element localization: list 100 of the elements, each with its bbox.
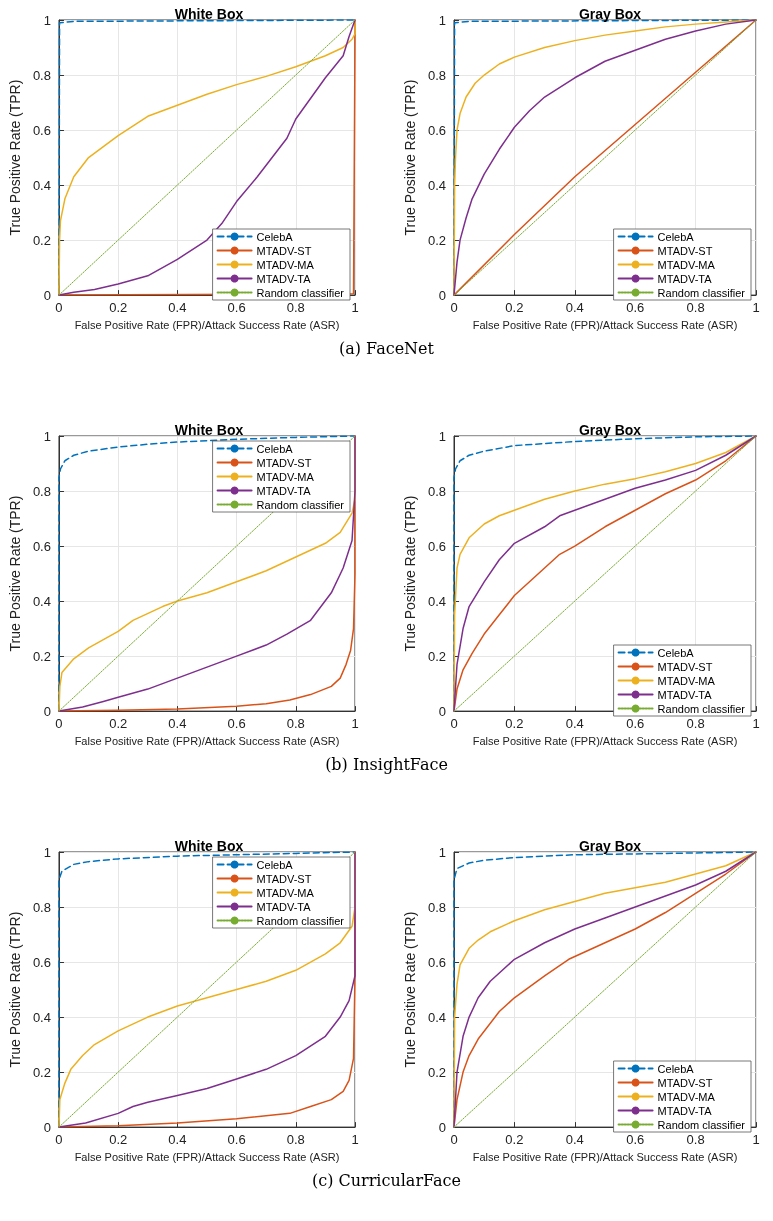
text: (b) InsightFace <box>324 755 449 774</box>
y-tick-label: 0.6 <box>427 954 446 970</box>
x-tick-label: 0.2 <box>505 716 524 732</box>
x-tick-label: 0.8 <box>686 716 705 732</box>
x-tick-label: 0.6 <box>626 1132 645 1148</box>
y-tick-label: 0.4 <box>32 1009 51 1025</box>
x-axis-title: False Positive Rate (FPR)/Attack Success Rate (ASR) <box>74 318 340 331</box>
x-tick-label: 0 <box>450 1132 458 1148</box>
y-tick-label: 0 <box>43 1119 51 1135</box>
x-axis-title: False Positive Rate (FPR)/Attack Success Rate (ASR) <box>472 1150 738 1163</box>
x-tick-label: 1 <box>752 1132 760 1148</box>
y-axis-title: True Positive Rate (TPR) <box>402 79 419 236</box>
x-tick-label: 0.4 <box>168 716 187 732</box>
x-tick-label: 0 <box>450 716 458 732</box>
y-tick-label: 0.8 <box>427 67 446 83</box>
y-tick-label: 0.8 <box>32 483 51 499</box>
legend-label: Random classifier <box>657 286 746 299</box>
x-tick-label: 0.4 <box>168 1132 187 1148</box>
legend-label: MTADV-MA <box>657 258 716 271</box>
legend-label: MTADV-ST <box>657 660 713 673</box>
x-tick-label: 0 <box>450 300 458 316</box>
chart-title: Gray Box <box>578 422 642 438</box>
y-tick-label: 0.2 <box>427 232 446 248</box>
y-axis-title: True Positive Rate (TPR) <box>7 911 23 1068</box>
legend-label: MTADV-ST <box>657 244 713 257</box>
legend-label: Random classifier <box>256 286 345 299</box>
y-tick-label: 1 <box>43 844 51 860</box>
y-tick-label: 0.8 <box>427 899 446 915</box>
legend-label: CelebA <box>657 230 695 243</box>
x-tick-label: 0.2 <box>109 716 128 732</box>
y-tick-label: 0.2 <box>32 232 51 248</box>
y-tick-label: 1 <box>438 428 446 444</box>
x-tick-label: 0 <box>55 1132 63 1148</box>
x-tick-label: 0.6 <box>227 300 246 316</box>
x-tick-label: 0.8 <box>686 300 705 316</box>
y-tick-label: 0.6 <box>32 538 51 554</box>
legend-label: MTADV-TA <box>657 1104 713 1117</box>
chart-title: Gray Box <box>578 838 642 854</box>
legend-label: MTADV-TA <box>657 688 713 701</box>
y-tick-label: 0.8 <box>32 899 51 915</box>
y-tick-label: 0.4 <box>427 593 446 609</box>
legend-label: MTADV-ST <box>256 872 312 885</box>
x-tick-label: 1 <box>351 300 359 316</box>
y-tick-label: 0 <box>43 287 51 303</box>
x-tick-label: 0.4 <box>168 300 187 316</box>
y-tick-label: 0 <box>438 287 446 303</box>
legend-label: MTADV-TA <box>256 484 312 497</box>
x-tick-label: 0.2 <box>109 1132 128 1148</box>
y-tick-label: 0.6 <box>32 122 51 138</box>
legend-label: MTADV-MA <box>256 886 315 899</box>
legend-label: MTADV-ST <box>256 244 312 257</box>
legend-label: MTADV-TA <box>256 900 312 913</box>
x-tick-label: 0 <box>55 300 63 316</box>
y-tick-label: 0.4 <box>427 1009 446 1025</box>
x-axis-title: False Positive Rate (FPR)/Attack Success Rate (ASR) <box>74 734 340 747</box>
text: (a) FaceNet <box>338 339 435 358</box>
y-tick-label: 0.8 <box>427 483 446 499</box>
x-tick-label: 0.2 <box>505 300 524 316</box>
line-series <box>58 435 356 712</box>
legend-label: CelebA <box>256 230 294 243</box>
x-tick-label: 0.8 <box>286 300 305 316</box>
y-tick-label: 1 <box>438 12 446 28</box>
x-axis-title: False Positive Rate (FPR)/Attack Success Rate (ASR) <box>472 734 738 747</box>
y-tick-label: 0 <box>43 703 51 719</box>
x-tick-label: 0.2 <box>109 300 128 316</box>
y-axis-title: True Positive Rate (TPR) <box>7 79 23 236</box>
y-tick-label: 0.6 <box>32 954 51 970</box>
x-tick-label: 1 <box>752 716 760 732</box>
y-tick-label: 1 <box>43 428 51 444</box>
y-tick-label: 0 <box>438 703 446 719</box>
chart-title: White Box <box>174 422 244 438</box>
legend-label: CelebA <box>256 858 294 871</box>
y-tick-label: 0.2 <box>32 648 51 664</box>
y-tick-label: 0.6 <box>427 538 446 554</box>
legend-label: Random classifier <box>256 914 345 927</box>
x-axis-title: False Positive Rate (FPR)/Attack Success Rate (ASR) <box>74 1150 340 1163</box>
legend-label: MTADV-TA <box>256 272 312 285</box>
chart-title: White Box <box>174 6 244 22</box>
x-axis-title: False Positive Rate (FPR)/Attack Success Rate (ASR) <box>472 318 738 331</box>
legend-label: Random classifier <box>657 702 746 715</box>
x-tick-label: 0.4 <box>565 1132 584 1148</box>
x-tick-label: 0.2 <box>505 1132 524 1148</box>
legend-label: MTADV-TA <box>657 272 713 285</box>
x-tick-label: 1 <box>351 1132 359 1148</box>
legend-label: MTADV-MA <box>657 674 716 687</box>
legend-label: CelebA <box>657 646 695 659</box>
x-tick-label: 0.8 <box>286 716 305 732</box>
x-tick-label: 0.6 <box>227 716 246 732</box>
x-tick-label: 0.4 <box>565 300 584 316</box>
chart-title: White Box <box>174 838 244 854</box>
y-axis-title: True Positive Rate (TPR) <box>402 911 419 1068</box>
legend-label: MTADV-ST <box>256 456 312 469</box>
x-tick-label: 1 <box>351 716 359 732</box>
y-tick-label: 0.4 <box>32 177 51 193</box>
legend-label: Random classifier <box>657 1118 746 1131</box>
x-tick-label: 0.6 <box>626 716 645 732</box>
x-tick-label: 0.8 <box>286 1132 305 1148</box>
y-axis-title: True Positive Rate (TPR) <box>402 495 419 652</box>
legend-label: Random classifier <box>256 498 345 511</box>
legend-label: MTADV-MA <box>657 1090 716 1103</box>
